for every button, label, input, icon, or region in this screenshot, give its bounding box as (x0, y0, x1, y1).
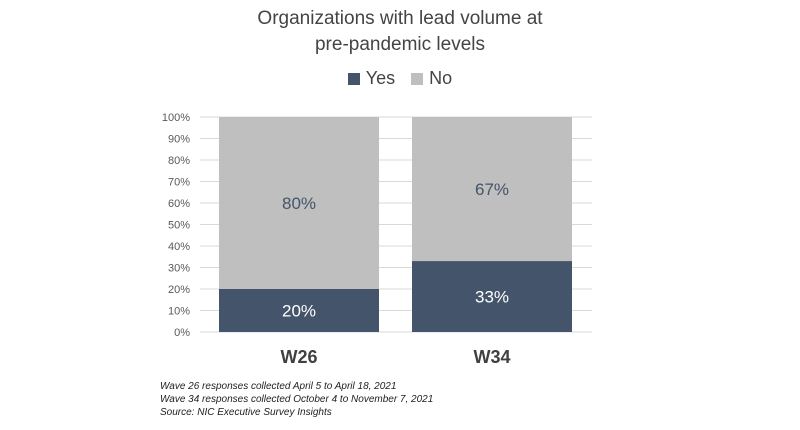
y-tick-label: 50% (168, 220, 190, 232)
chart-legend: Yes No (0, 68, 800, 89)
y-tick-label: 90% (168, 134, 190, 146)
chart-title: Organizations with lead volume at pre-pa… (0, 6, 800, 58)
y-tick-label: 80% (168, 155, 190, 167)
x-tick-label: W34 (473, 347, 510, 367)
footnote-wave-34: Wave 34 responses collected October 4 to… (160, 394, 434, 405)
legend-label-yes: Yes (365, 68, 396, 88)
footnote-wave-26: Wave 26 responses collected April 5 to A… (160, 381, 397, 392)
chart-footnotes: Wave 26 responses collected April 5 to A… (160, 380, 433, 419)
y-tick-label: 40% (168, 241, 190, 253)
footnote-source: Source: NIC Executive Survey Insights (160, 407, 332, 418)
y-tick-label: 10% (168, 306, 190, 318)
bar-segment-yes (219, 289, 379, 332)
bar-segment-no (412, 117, 572, 262)
y-tick-label: 100% (162, 112, 190, 124)
chart-title-line-2: pre-pandemic levels (314, 34, 486, 55)
y-tick-label: 60% (168, 198, 190, 210)
x-tick-label: W26 (280, 347, 317, 367)
legend-entry-no: No (411, 68, 452, 89)
legend-swatch-yes (347, 72, 360, 85)
bar-segment-no (219, 117, 379, 289)
y-tick-label: 20% (168, 284, 190, 296)
y-tick-label: 70% (168, 177, 190, 189)
legend-entry-yes: Yes (347, 68, 396, 89)
bar-segment-yes (412, 261, 572, 332)
y-tick-label: 0% (174, 327, 190, 339)
data-label: 67% (475, 180, 509, 199)
data-label: 80% (282, 194, 316, 213)
data-label: 33% (475, 288, 509, 307)
data-label: 20% (282, 302, 316, 321)
chart-title-line-1: Organizations with lead volume at (257, 8, 543, 29)
legend-swatch-no (411, 72, 424, 85)
y-tick-label: 30% (168, 263, 190, 275)
legend-label-no: No (429, 68, 453, 88)
